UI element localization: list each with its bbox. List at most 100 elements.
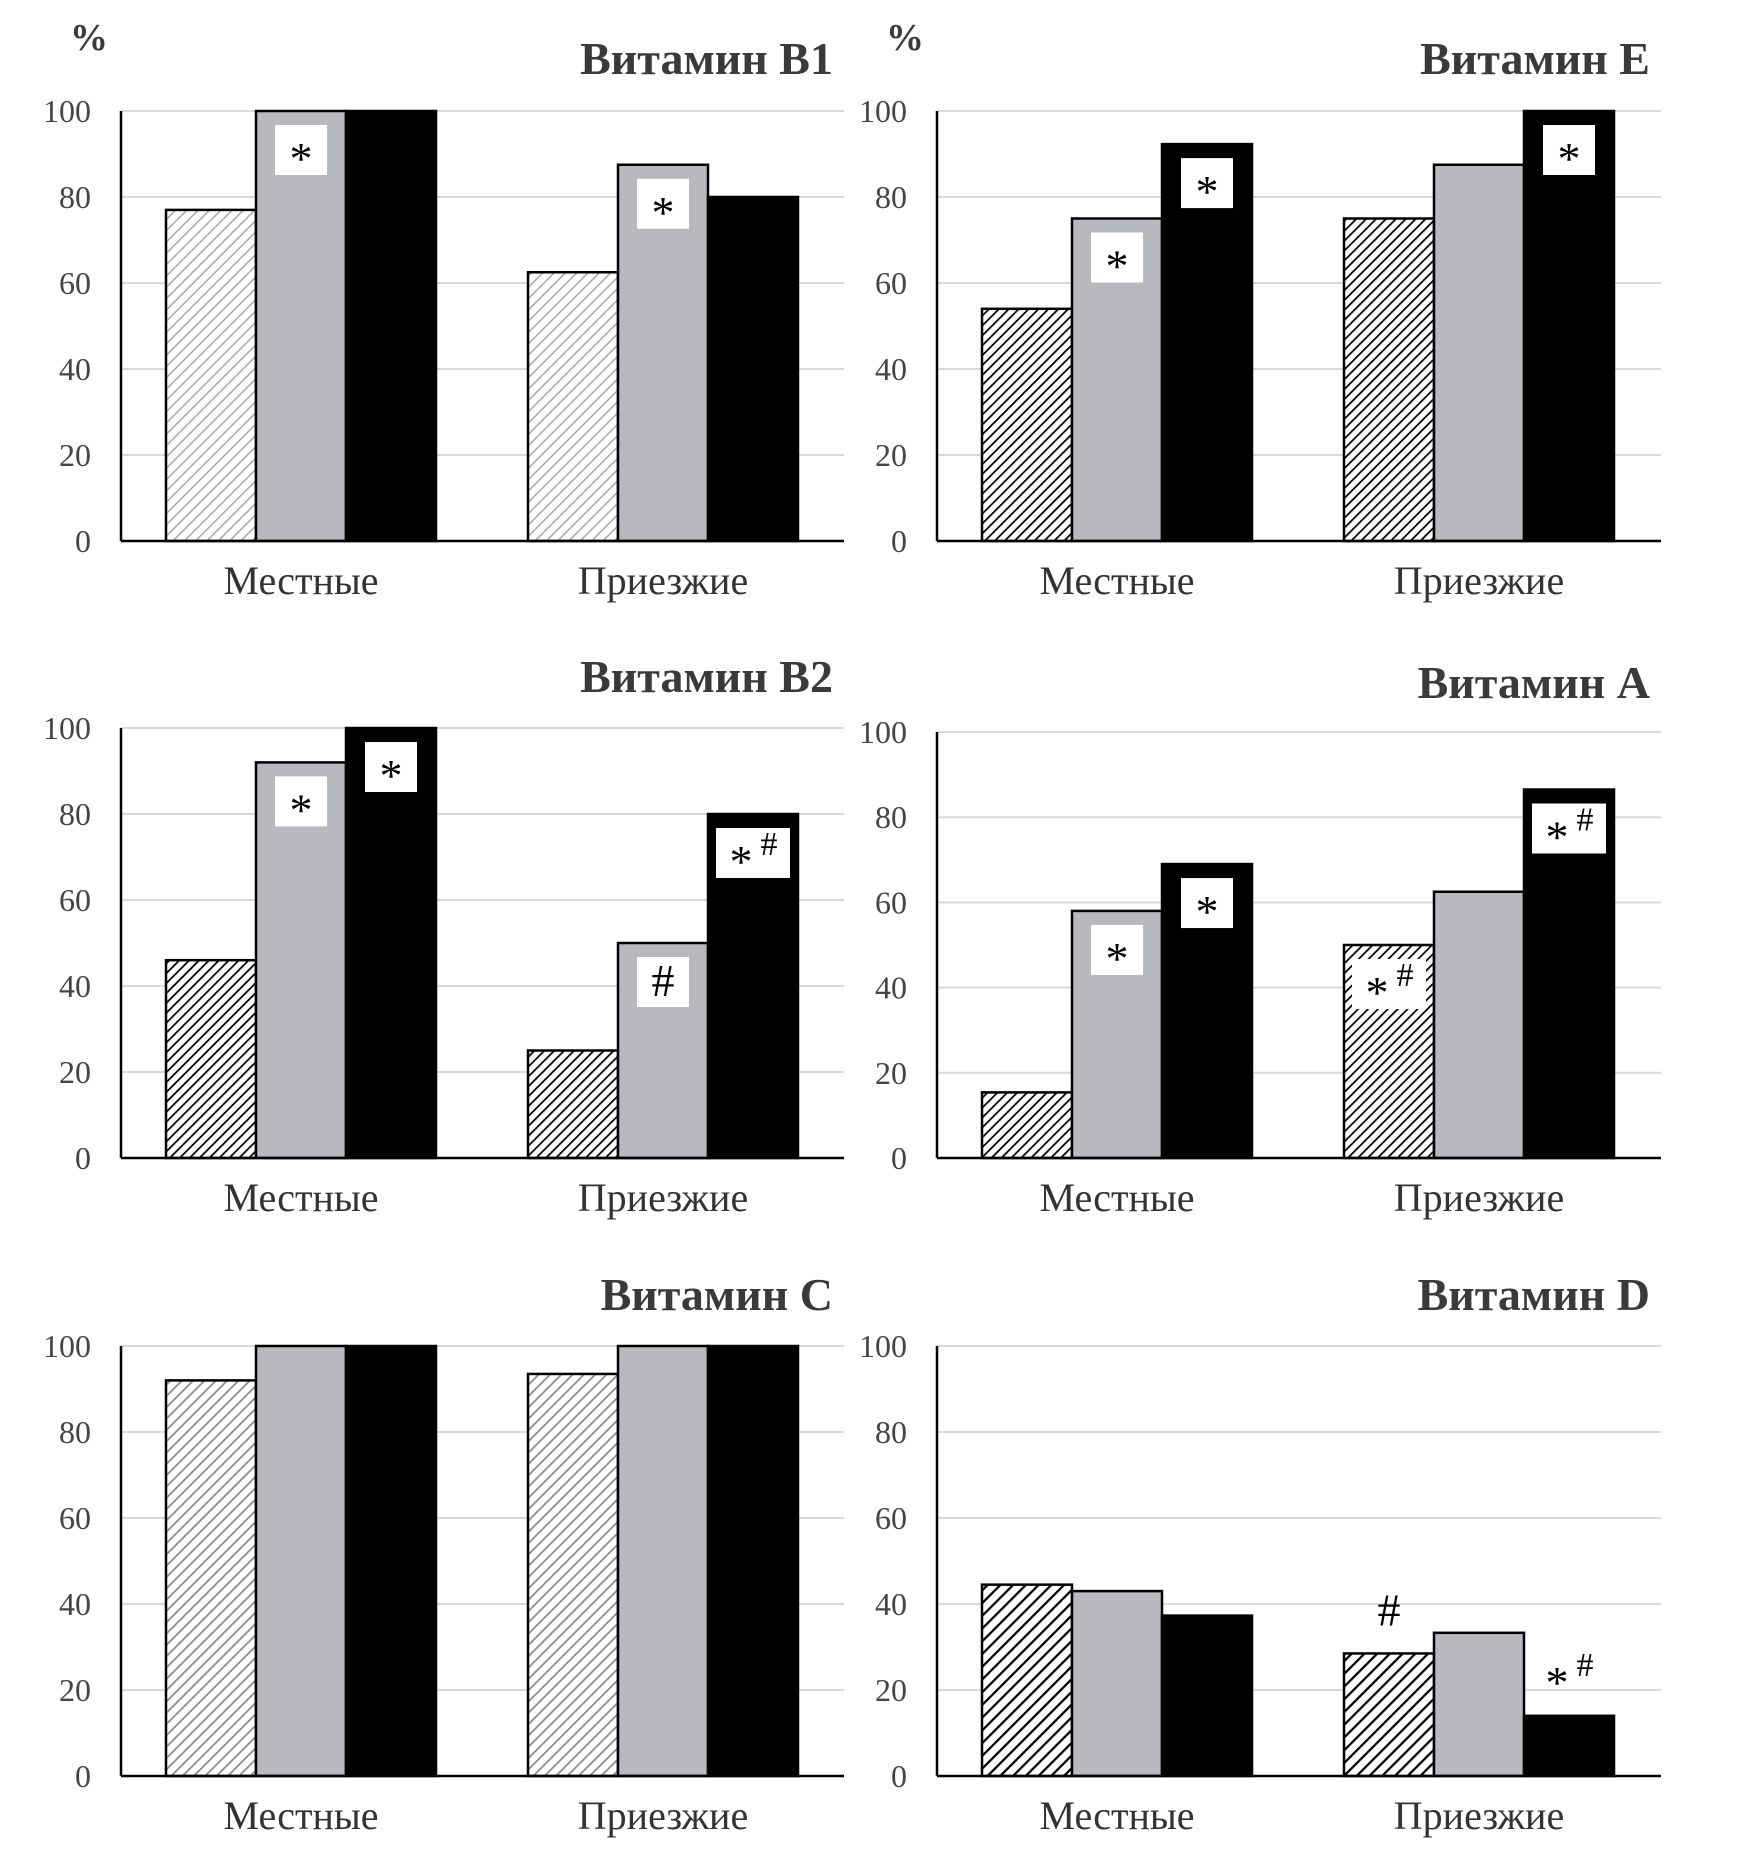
- chart-title: Витамин D: [1418, 1269, 1650, 1320]
- y-tick-label: 100: [43, 710, 91, 746]
- bar-Местные-series-1: [164, 958, 258, 1160]
- y-tick-label: 60: [875, 1500, 907, 1536]
- y-tick-label: 100: [43, 93, 91, 129]
- bar-Местные-series-3: [1160, 142, 1254, 543]
- y-tick-label: 40: [875, 1586, 907, 1622]
- annotation-box: [1181, 878, 1233, 929]
- y-tick-label: 80: [875, 1414, 907, 1450]
- bar-Местные-series-2: [1070, 217, 1164, 543]
- x-category-label: Местные: [223, 558, 378, 603]
- x-category-label: Приезжие: [578, 558, 748, 603]
- bar-Местные-series-3: [1160, 1614, 1254, 1778]
- y-tick-label: 60: [59, 265, 91, 301]
- significance-superscript: #: [1397, 957, 1414, 994]
- significance-marker: *: [652, 187, 675, 238]
- y-tick-label: 0: [891, 1140, 907, 1176]
- annotation-box: [365, 742, 417, 792]
- y-tick-label: 80: [875, 179, 907, 215]
- bar-Приезжие-series-2: [1432, 890, 1526, 1160]
- significance-marker: *: [290, 784, 313, 835]
- x-category-label: Приезжие: [578, 1175, 748, 1220]
- annotation-box: [275, 776, 327, 827]
- chart-title: Витамин B2: [580, 651, 833, 702]
- chart-panel-1: 0 20 40 60 80 100 Местные Приезжие Витамин B1% * *: [43, 17, 844, 603]
- annotation-box: [1352, 959, 1426, 1009]
- x-category-label: Местные: [1039, 558, 1194, 603]
- annotation-box: [716, 828, 790, 878]
- significance-marker: *: [290, 133, 313, 184]
- bar-Приезжие-series-1: [526, 1372, 620, 1778]
- y-tick-label: 100: [43, 1328, 91, 1364]
- x-category-label: Местные: [223, 1793, 378, 1838]
- bar-Местные-series-1: [980, 1091, 1074, 1160]
- annotation-box: [637, 957, 689, 1007]
- y-tick-label: 0: [75, 523, 91, 559]
- x-category-label: Местные: [1039, 1793, 1194, 1838]
- bar-Местные-series-1: [164, 208, 258, 543]
- significance-marker: *: [1546, 812, 1569, 863]
- x-category-label: Приезжие: [578, 1793, 748, 1838]
- significance-marker: *: [380, 750, 403, 801]
- y-tick-label: 20: [875, 1055, 907, 1091]
- bar-Приезжие-series-3: [1522, 1714, 1616, 1778]
- bar-Приезжие-series-3: [1522, 109, 1616, 543]
- y-tick-label: 0: [75, 1140, 91, 1176]
- bar-Местные-series-3: [344, 1344, 438, 1778]
- annotation-box: [1532, 803, 1606, 854]
- y-tick-label: 40: [59, 1586, 91, 1622]
- bar-Приезжие-series-3: [706, 1344, 800, 1778]
- significance-marker: *: [1106, 933, 1129, 984]
- x-category-label: Местные: [1039, 1175, 1194, 1220]
- bar-Приезжие-series-1: [1342, 217, 1436, 543]
- y-tick-label: 20: [59, 437, 91, 473]
- bar-Приезжие-series-1: [526, 1049, 620, 1160]
- y-tick-label: 40: [59, 351, 91, 387]
- x-category-label: Местные: [223, 1175, 378, 1220]
- annotation-box: [275, 125, 327, 175]
- y-tick-label: 80: [875, 799, 907, 835]
- significance-marker: #: [1378, 1584, 1401, 1635]
- y-tick-label: 60: [875, 265, 907, 301]
- y-tick-label: 60: [59, 1500, 91, 1536]
- bar-Местные-series-2: [254, 109, 348, 543]
- significance-marker: *: [730, 836, 753, 887]
- y-tick-label: 20: [59, 1054, 91, 1090]
- y-tick-label: 20: [59, 1672, 91, 1708]
- y-tick-label: 80: [59, 796, 91, 832]
- bar-Местные-series-2: [1070, 1589, 1164, 1778]
- bar-Приезжие-series-2: [616, 1344, 710, 1778]
- annotation-box: [1543, 125, 1595, 175]
- y-unit-label: %: [886, 17, 924, 59]
- bar-Приезжие-series-1: [526, 271, 620, 543]
- significance-superscript: #: [1577, 802, 1594, 839]
- significance-marker: *: [1106, 241, 1129, 292]
- bar-Приезжие-series-3: [706, 195, 800, 543]
- annotation-box: [1091, 924, 1143, 975]
- bar-Приезжие-series-2: [1432, 1631, 1526, 1778]
- y-tick-label: 60: [59, 882, 91, 918]
- bar-Местные-series-1: [980, 1583, 1074, 1778]
- bar-Местные-series-1: [164, 1379, 258, 1778]
- significance-marker: *: [1196, 886, 1219, 937]
- bar-Местные-series-1: [980, 307, 1074, 543]
- bar-Местные-series-2: [254, 761, 348, 1160]
- y-tick-label: 40: [875, 970, 907, 1006]
- y-tick-label: 20: [875, 1672, 907, 1708]
- y-tick-label: 80: [59, 179, 91, 215]
- annotation-box: [1091, 232, 1143, 283]
- chart-title: Витамин E: [1420, 33, 1650, 84]
- y-tick-label: 40: [875, 351, 907, 387]
- significance-marker: *: [1366, 967, 1389, 1018]
- annotation-box: [637, 178, 689, 229]
- chart-title: Витамин A: [1418, 657, 1650, 708]
- bar-Местные-series-3: [344, 109, 438, 543]
- y-tick-label: 100: [859, 714, 907, 750]
- x-category-label: Приезжие: [1394, 558, 1564, 603]
- chart-title: Витамин C: [601, 1269, 833, 1320]
- x-category-label: Приезжие: [1394, 1793, 1564, 1838]
- y-tick-label: 80: [59, 1414, 91, 1450]
